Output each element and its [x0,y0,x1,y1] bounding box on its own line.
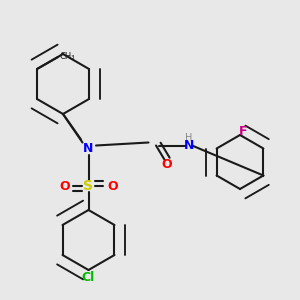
Text: N: N [83,142,94,155]
Text: Cl: Cl [82,271,95,284]
Text: O: O [59,179,70,193]
Text: F: F [239,125,247,139]
Text: S: S [83,179,94,193]
Text: H: H [185,133,193,143]
Text: O: O [161,158,172,172]
Text: N: N [184,139,194,152]
Text: O: O [107,179,118,193]
Text: CH₃: CH₃ [59,52,75,62]
